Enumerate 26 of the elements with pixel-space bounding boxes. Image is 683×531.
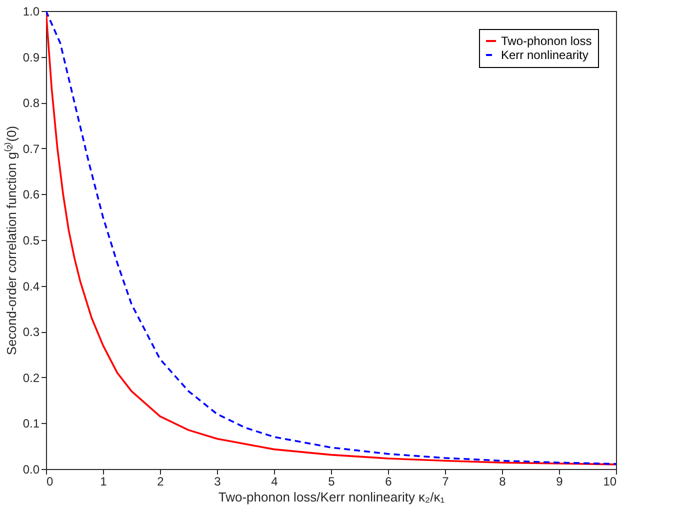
y-tick-label: 0.5 bbox=[22, 234, 40, 248]
y-tick-label: 0.7 bbox=[22, 142, 40, 156]
y-tick-label: 0.2 bbox=[22, 370, 40, 385]
x-tick-label: 9 bbox=[556, 474, 564, 488]
y-tick-label: 0.3 bbox=[22, 325, 40, 340]
x-tick-label: 6 bbox=[385, 474, 392, 488]
y-tick-label: 0.9 bbox=[22, 50, 40, 64]
legend-label: Two-phonon loss bbox=[501, 34, 592, 48]
x-tick-label: 1 bbox=[100, 474, 108, 488]
y-tick-label: 0.8 bbox=[22, 96, 40, 110]
y-tick-label: 0.4 bbox=[22, 279, 40, 294]
x-tick-label: 10 bbox=[603, 474, 617, 488]
y-tick-label: 0.1 bbox=[22, 416, 40, 431]
x-tick-label: 3 bbox=[214, 474, 222, 488]
legend-label: Kerr nonlinearity bbox=[501, 48, 588, 62]
x-tick-label: 5 bbox=[328, 474, 336, 488]
y-tick-label: 0.6 bbox=[22, 188, 40, 202]
x-tick-label: 4 bbox=[271, 474, 278, 488]
x-tick-label: 0 bbox=[46, 474, 54, 488]
x-tick-label: 2 bbox=[157, 474, 164, 488]
y-axis-title: Second-order correlation function g⁽²⁾(0) bbox=[4, 126, 19, 356]
y-tick-label: 0.0 bbox=[22, 462, 40, 476]
x-tick-label: 8 bbox=[499, 474, 506, 488]
x-axis-title: Two-phonon loss/Kerr nonlinearity κ₂/κ₁ bbox=[218, 490, 446, 504]
x-tick-label: 7 bbox=[442, 474, 450, 488]
y-tick-label: 1.0 bbox=[22, 4, 40, 18]
